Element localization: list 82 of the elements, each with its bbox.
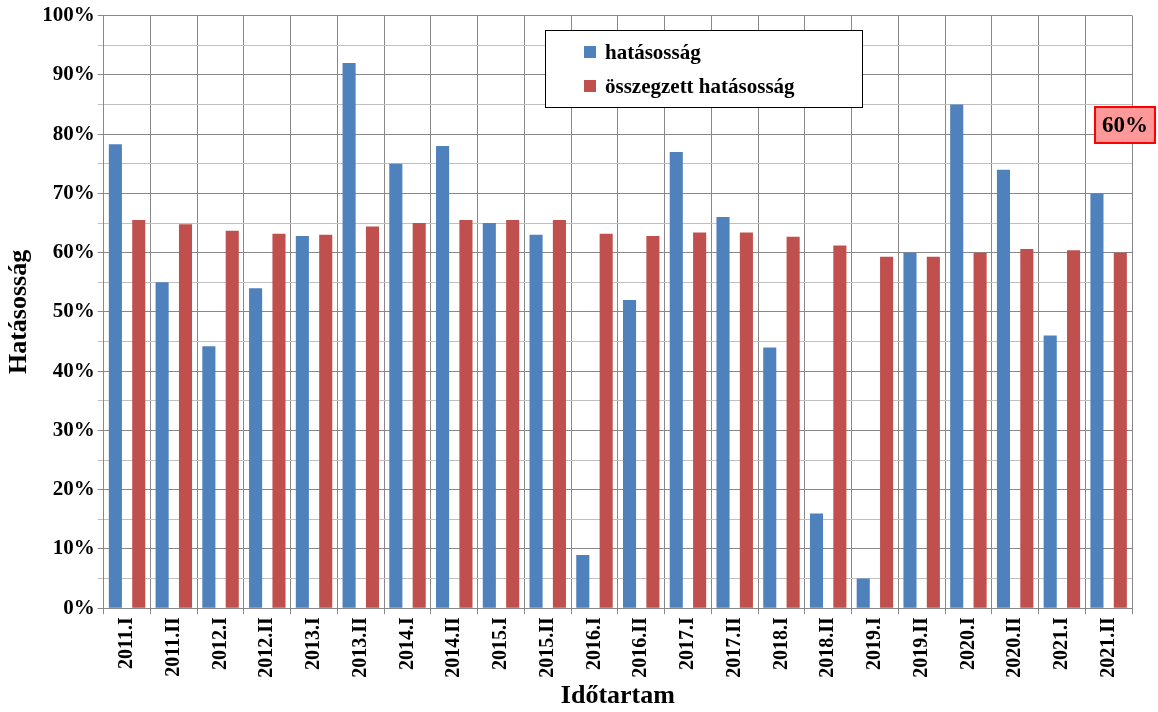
y-tick-label: 40%: [52, 357, 95, 382]
bar: [389, 163, 403, 608]
x-tick-label: 2012.I: [207, 617, 230, 671]
bar: [365, 226, 379, 608]
x-tick-label: 2018.II: [815, 617, 838, 678]
bar: [739, 232, 753, 608]
bar: [576, 554, 590, 608]
bar: [973, 252, 987, 608]
bar: [202, 346, 216, 608]
y-tick-label: 20%: [52, 476, 95, 501]
x-tick-label: 2012.II: [254, 617, 277, 678]
bar: [716, 217, 730, 608]
bar: [178, 224, 193, 608]
x-tick-label: 2011.I: [114, 617, 137, 669]
bar: [552, 220, 566, 608]
bar: [436, 145, 450, 608]
x-tick-label: 2011.II: [160, 617, 183, 677]
x-tick-label: 2021.I: [1049, 617, 1072, 671]
bar: [1067, 250, 1081, 608]
bar: [506, 220, 520, 608]
x-tick-label: 2017.II: [721, 617, 744, 678]
bar: [459, 220, 473, 608]
bar: [646, 236, 660, 608]
x-tick-label: 2015.I: [488, 617, 511, 671]
bar: [249, 288, 263, 608]
bar: [342, 63, 356, 608]
bar: [996, 169, 1011, 608]
y-tick-label: 60%: [52, 239, 95, 264]
y-tick-label: 10%: [52, 535, 95, 560]
bar: [1020, 249, 1034, 608]
bar: [786, 236, 800, 608]
x-tick-label: 2017.I: [675, 617, 698, 671]
x-tick-label: 2020.I: [955, 617, 978, 671]
legend-label: hatásosság: [604, 38, 702, 66]
y-tick-label: 0%: [63, 594, 95, 619]
bar: [295, 236, 309, 608]
legend-label: összegzett hatásosság: [604, 72, 796, 100]
x-tick-label: 2013.I: [301, 617, 324, 671]
bar: [926, 256, 940, 608]
y-tick-label: 100%: [42, 2, 95, 27]
bar: [833, 245, 847, 608]
x-tick-label: 2020.II: [1002, 617, 1025, 678]
bar: [856, 578, 870, 608]
y-tick-label: 70%: [52, 179, 95, 204]
y-tick-label: 80%: [52, 120, 95, 145]
annotation: 60%: [1094, 106, 1156, 144]
x-tick-label: 2013.II: [347, 617, 370, 678]
x-tick-label: 2016.II: [628, 617, 651, 678]
bar: [622, 300, 637, 608]
bar: [108, 144, 122, 608]
x-tick-label: 2021.II: [1095, 617, 1118, 678]
bar: [880, 256, 894, 608]
bar: [693, 232, 707, 608]
bar: [763, 347, 777, 608]
bar: [319, 234, 333, 608]
bar: [225, 230, 239, 608]
x-tick-label: 2014.I: [394, 617, 417, 671]
bar: [1043, 335, 1057, 608]
x-tick-label: 2014.II: [441, 617, 464, 678]
x-tick-label: 2018.I: [768, 617, 791, 671]
bar: [950, 104, 964, 608]
bar: [529, 234, 543, 608]
bar: [482, 223, 496, 608]
x-axis-title: Időtartam: [560, 680, 676, 710]
bar: [1090, 193, 1104, 608]
x-tick-label: 2019.I: [862, 617, 885, 671]
bar: [599, 233, 613, 608]
bar: [132, 220, 146, 608]
bar: [155, 282, 169, 608]
x-tick-label: 2016.I: [581, 617, 604, 671]
x-tick-label: 2019.II: [908, 617, 931, 678]
y-tick-label: 90%: [52, 61, 95, 86]
bar: [272, 233, 286, 608]
bar: [903, 252, 917, 608]
bar: [809, 513, 824, 608]
bar: [669, 151, 683, 608]
bar: [1113, 252, 1127, 608]
y-tick-label: 50%: [52, 298, 95, 323]
y-tick-label: 30%: [52, 416, 95, 441]
bar: [412, 223, 426, 608]
y-axis-title: Hatásosság: [3, 249, 33, 375]
x-tick-label: 2015.II: [534, 617, 557, 678]
